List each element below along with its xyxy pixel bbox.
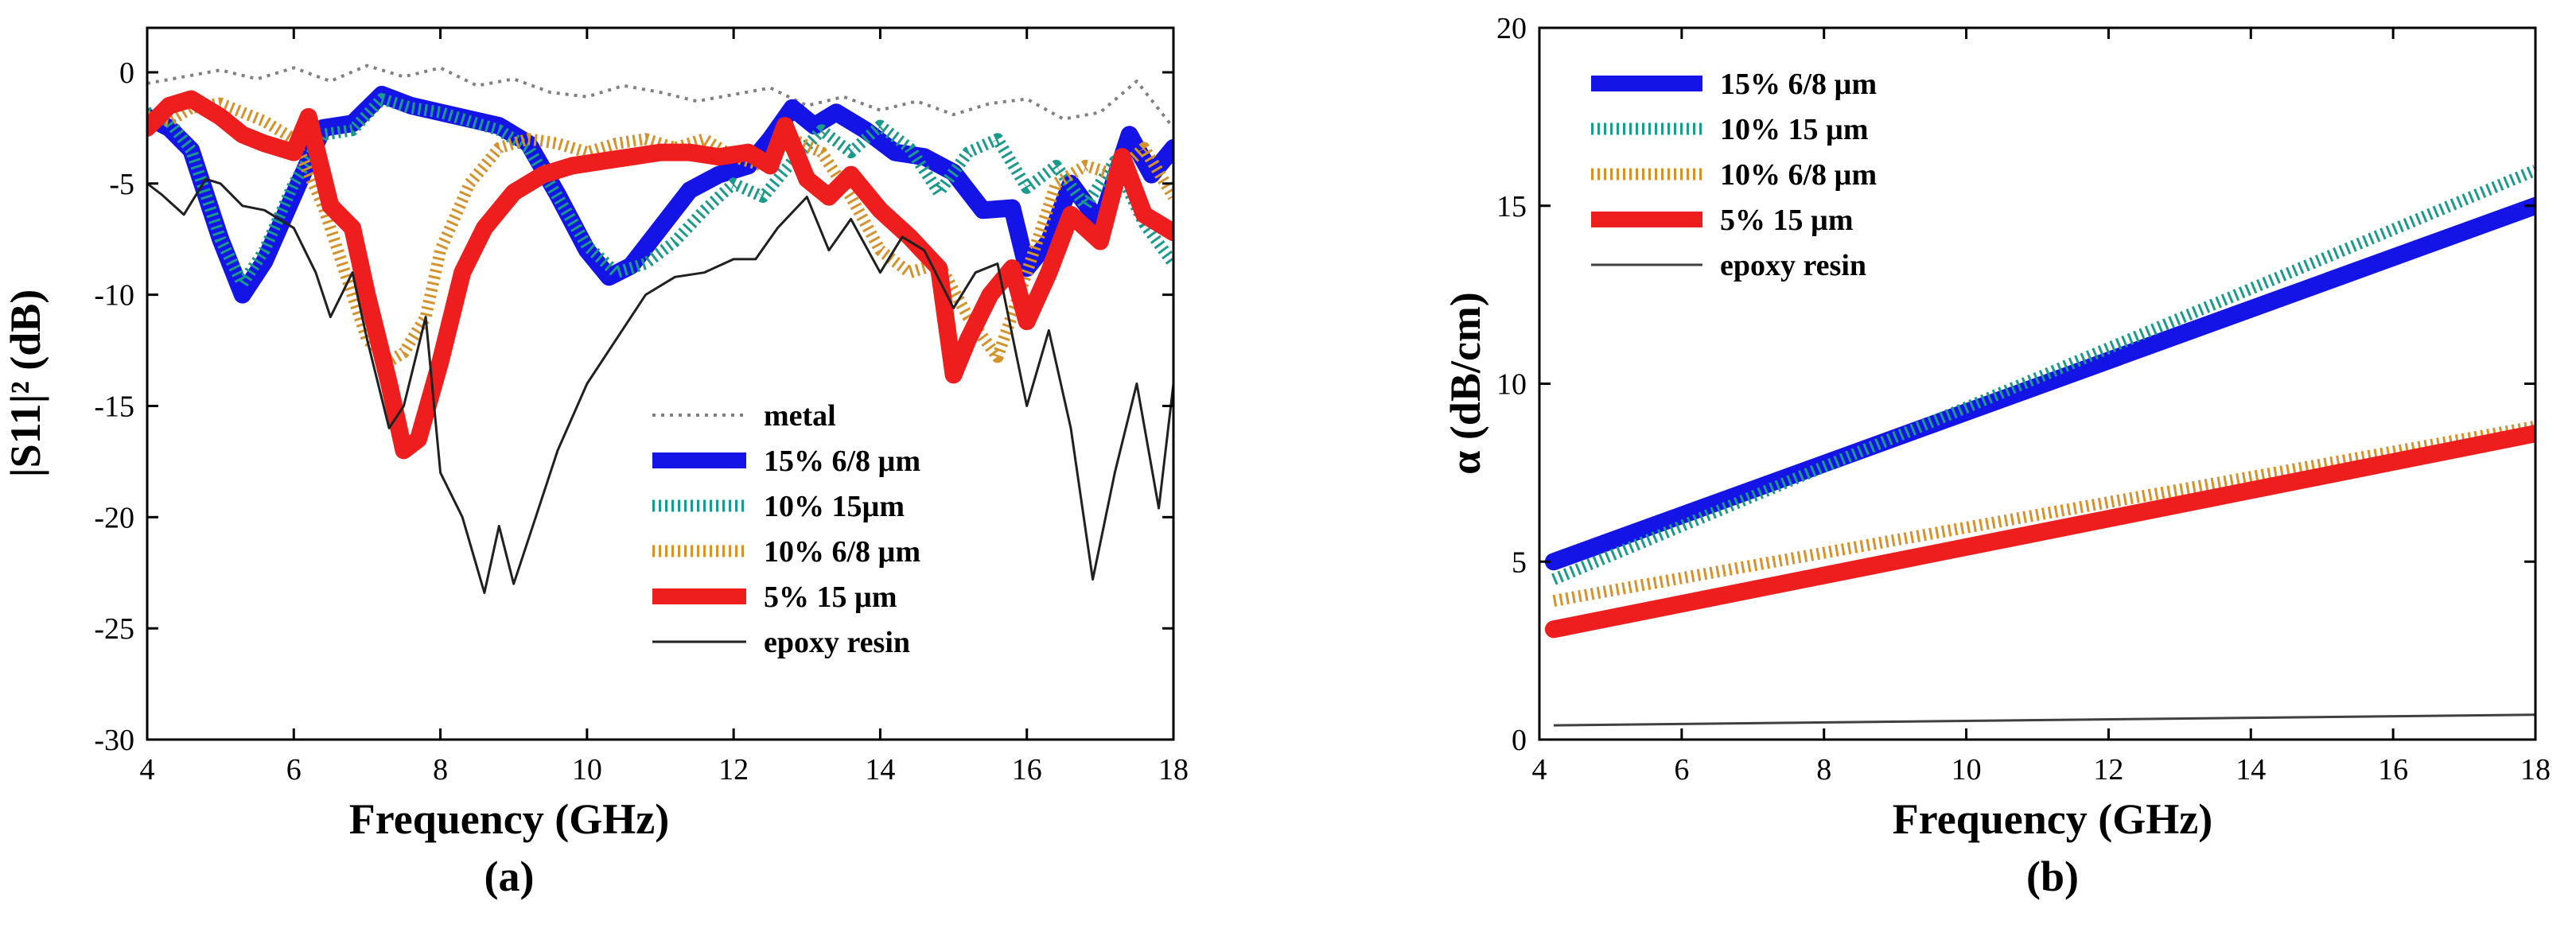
panel-a-y-tick-label-5: -5 bbox=[109, 168, 134, 201]
panel-b-x-axis-title: Frequency (GHz) bbox=[1893, 795, 2212, 843]
panel-b-y-tick-label-0: 0 bbox=[1512, 724, 1527, 757]
panel-a-y-tick-label-1: -25 bbox=[94, 612, 134, 646]
panel-b-legend-label-0: 15% 6/8 µm bbox=[1720, 68, 1877, 101]
panel-a-series-group bbox=[147, 64, 1173, 594]
panel-b-attenuation-chart: 4 6 8 10 12 14 16 18 0 5 10 15 20 15% 6/8 µm 10% 15 µm… bbox=[1442, 12, 2551, 900]
panel-b-x-tick-label-2: 8 bbox=[1816, 753, 1831, 786]
panel-a-series-line-4 bbox=[147, 90, 1173, 460]
panel-b-x-tick-label-0: 4 bbox=[1532, 753, 1547, 786]
panel-a-series-line-2 bbox=[147, 93, 1173, 290]
panel-a-series-line-3 bbox=[147, 97, 1173, 367]
panel-a-legend-label-0: metal bbox=[764, 399, 836, 433]
panel-a-x-tick-label-6: 16 bbox=[1012, 753, 1042, 786]
panel-a-s11-chart: 4 6 8 10 12 14 16 18 -30 -25 -20 -15 -10 -5 0 metal 15% … bbox=[2, 26, 1189, 900]
panel-a-y-tick-label-6: 0 bbox=[119, 56, 134, 90]
panel-b-x-tick-label-6: 16 bbox=[2378, 753, 2408, 786]
panel-a-label: (a) bbox=[484, 852, 535, 900]
panel-b-legend-label-4: epoxy resin bbox=[1720, 249, 1866, 282]
panel-b-series-line-3 bbox=[1544, 425, 2535, 639]
panel-b-y-tick-label-3: 15 bbox=[1496, 190, 1527, 223]
panel-a-legend-label-4: 5% 15 µm bbox=[764, 581, 897, 614]
panel-a-y-tick-label-0: -30 bbox=[94, 724, 134, 757]
panel-b-series-line-2 bbox=[1552, 420, 2535, 607]
panel-a-axes-frame bbox=[146, 26, 1175, 741]
panel-a-legend-label-2: 10% 15µm bbox=[764, 490, 905, 523]
panel-b-series-group bbox=[1544, 165, 2535, 727]
panel-b-plot-area: 4 6 8 10 12 14 16 18 0 5 10 15 20 15% 6/8 µm 10% 15 µm… bbox=[1496, 12, 2551, 786]
panel-a-x-tick-label-5: 14 bbox=[865, 753, 895, 786]
panel-a-plot-area: 4 6 8 10 12 14 16 18 -30 -25 -20 -15 -10 -5 0 metal 15% … bbox=[94, 26, 1189, 786]
panel-b-series-line-0 bbox=[1544, 196, 2535, 571]
panel-a-legend-label-5: epoxy resin bbox=[764, 626, 910, 659]
panel-b-x-tick-label-7: 18 bbox=[2520, 753, 2551, 786]
panel-a-y-tick-label-3: -15 bbox=[94, 390, 134, 423]
panel-a-legend: metal 15% 6/8 µm 10% 15µm 10% 6/8 µm 5% 15 µ… bbox=[652, 399, 920, 659]
panel-b-x-tick-label-3: 10 bbox=[1951, 753, 1982, 786]
panel-b-y-tick-label-2: 10 bbox=[1496, 368, 1527, 402]
panel-a-series-line-5 bbox=[147, 177, 1173, 594]
panel-a-legend-label-3: 10% 6/8 µm bbox=[764, 535, 920, 569]
panel-a-x-tick-label-2: 8 bbox=[433, 753, 448, 786]
panel-b-legend-label-2: 10% 6/8 µm bbox=[1720, 158, 1877, 192]
panel-a-y-axis-title: |S11|² (dB) bbox=[2, 289, 49, 478]
panel-b-legend-label-1: 10% 15 µm bbox=[1720, 113, 1869, 146]
panel-b-y-tick-label-1: 5 bbox=[1512, 546, 1527, 579]
panel-b-series-line-1 bbox=[1551, 165, 2535, 585]
panel-b-x-tick-label-4: 12 bbox=[2093, 753, 2123, 786]
panel-a-x-tick-label-1: 6 bbox=[286, 753, 302, 786]
panel-a-y-tick-label-4: -10 bbox=[94, 279, 134, 313]
panel-b-y-tick-label-4: 20 bbox=[1496, 12, 1527, 45]
panel-a-y-tick-label-2: -20 bbox=[94, 501, 134, 534]
panel-a-x-tick-label-3: 10 bbox=[572, 753, 602, 786]
panel-b-label: (b) bbox=[2026, 852, 2079, 900]
panel-b-legend-label-3: 5% 15 µm bbox=[1720, 204, 1854, 237]
panel-b-legend: 15% 6/8 µm 10% 15 µm 10% 6/8 µm 5% 15 µm epo… bbox=[1591, 68, 1877, 282]
panel-b-x-tick-label-5: 14 bbox=[2236, 753, 2266, 786]
panel-a-x-tick-label-7: 18 bbox=[1158, 753, 1189, 786]
panel-a-x-axis-title: Frequency (GHz) bbox=[349, 795, 669, 843]
panel-a-x-tick-label-0: 4 bbox=[140, 753, 155, 786]
panel-b-y-axis-title: α (dB/cm) bbox=[1442, 292, 1489, 475]
panel-a-x-tick-label-4: 12 bbox=[718, 753, 749, 786]
panel-a-series-line-0 bbox=[147, 64, 1173, 130]
panel-b-x-tick-label-1: 6 bbox=[1674, 753, 1689, 786]
panel-b-series-line-4 bbox=[1553, 713, 2535, 727]
panel-a-legend-label-1: 15% 6/8 µm bbox=[764, 445, 920, 478]
